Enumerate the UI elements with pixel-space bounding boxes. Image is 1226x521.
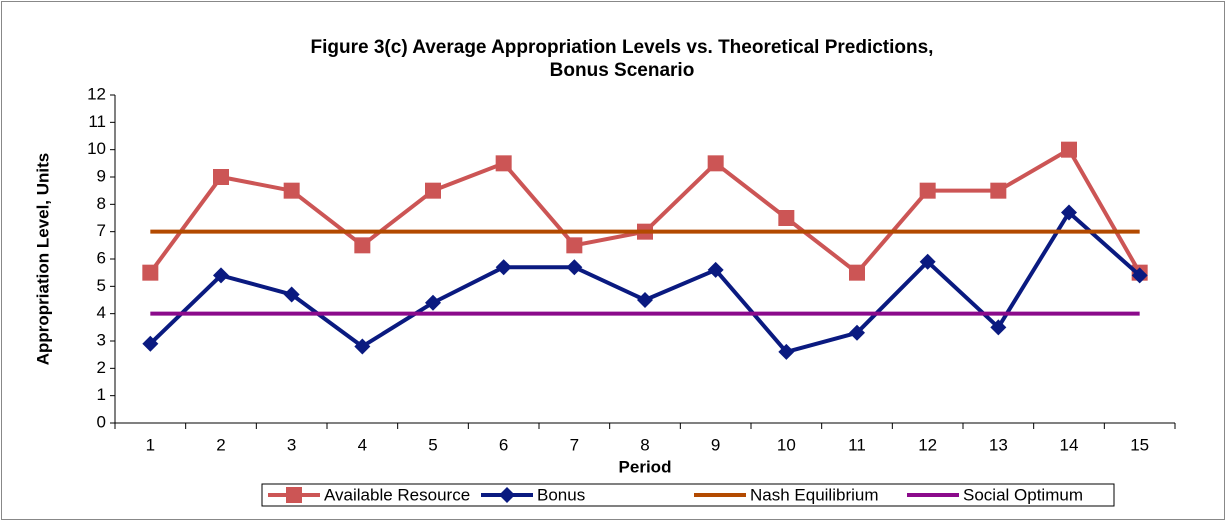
marker (1061, 204, 1077, 221)
x-tick-label: 7 (570, 435, 579, 454)
x-tick-label: 14 (1060, 435, 1079, 454)
x-tick-label: 6 (499, 435, 508, 454)
x-tick-label: 11 (848, 435, 866, 454)
legend-box (261, 483, 1115, 507)
y-tick-label: 8 (97, 194, 106, 213)
marker (283, 182, 300, 199)
marker (495, 259, 512, 276)
marker (142, 335, 159, 352)
y-tick-label: 9 (97, 166, 106, 185)
marker (566, 259, 583, 276)
marker (919, 182, 936, 199)
marker (1061, 141, 1077, 158)
marker (213, 169, 229, 185)
marker (707, 155, 724, 172)
x-tick-label: 8 (640, 435, 649, 454)
marker (213, 267, 229, 284)
y-tick-label: 7 (97, 221, 106, 240)
x-tick-label: 2 (216, 435, 225, 454)
marker (637, 292, 653, 308)
chart-title: Figure 3(c) Average Appropriation Levels… (311, 37, 934, 58)
marker (990, 182, 1007, 199)
legend-label: Available Resource (324, 485, 470, 504)
x-tick-label: 10 (777, 435, 796, 454)
marker (990, 319, 1007, 336)
x-tick-label: 13 (989, 435, 1008, 454)
marker (425, 182, 441, 199)
y-axis-title: Appropriation Level, Units (33, 153, 52, 366)
y-tick-label: 4 (97, 303, 106, 322)
y-tick-label: 3 (97, 330, 106, 349)
legend-label: Social Optimum (963, 485, 1083, 504)
x-tick-label: 9 (711, 435, 720, 454)
x-tick-label: 12 (918, 435, 937, 454)
x-tick-label: 4 (358, 435, 367, 454)
marker (707, 261, 724, 278)
x-tick-label: 1 (146, 435, 155, 454)
x-tick-label: 5 (428, 435, 437, 454)
chart-title: Bonus Scenario (550, 60, 695, 81)
marker (919, 253, 936, 270)
marker (566, 237, 583, 254)
y-tick-label: 0 (97, 412, 106, 431)
marker (499, 487, 515, 503)
marker (849, 264, 865, 281)
marker (283, 286, 300, 303)
x-axis-title: Period (619, 457, 672, 476)
marker (849, 324, 865, 341)
y-tick-label: 6 (97, 248, 106, 267)
y-tick-label: 1 (97, 385, 106, 404)
marker (425, 294, 441, 311)
x-tick-label: 3 (287, 435, 296, 454)
marker (495, 155, 512, 172)
marker (778, 343, 795, 360)
marker (142, 264, 159, 281)
y-tick-label: 2 (97, 358, 106, 377)
y-tick-label: 10 (87, 139, 106, 158)
y-tick-label: 11 (88, 112, 106, 131)
marker (286, 487, 302, 503)
y-tick-label: 5 (97, 276, 106, 295)
marker (354, 338, 371, 355)
y-tick-label: 12 (87, 84, 106, 103)
legend-label: Bonus (537, 485, 585, 504)
legend-label: Nash Equilibrium (750, 485, 879, 504)
marker (354, 237, 371, 254)
marker (778, 210, 795, 226)
marker (1131, 267, 1148, 284)
x-tick-label: 15 (1130, 435, 1149, 454)
